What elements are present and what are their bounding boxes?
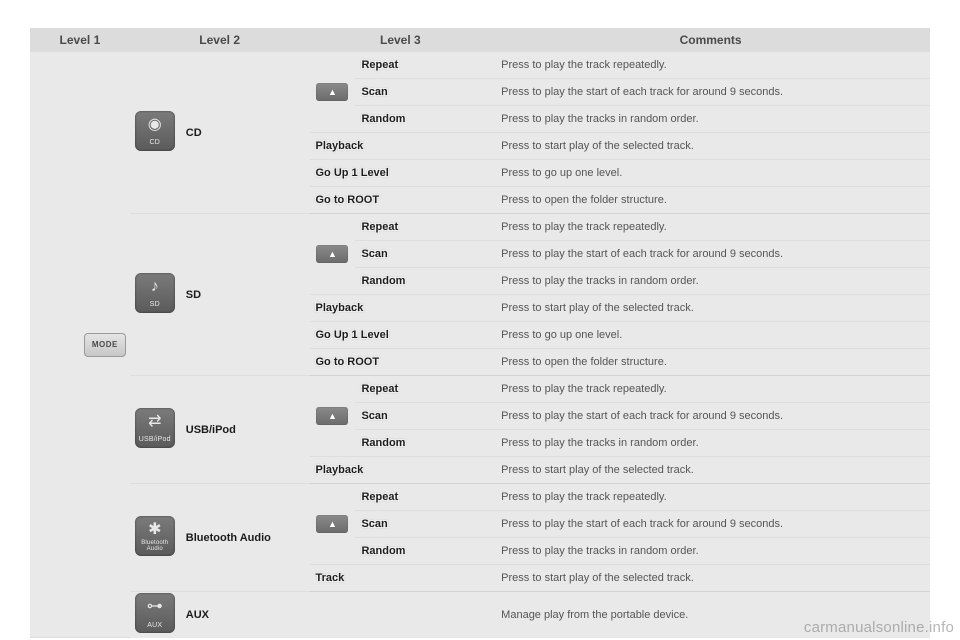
level3-label: Go Up 1 Level <box>310 322 492 349</box>
comment-cell: Press to play the start of each track fo… <box>491 511 930 538</box>
table-header-row: Level 1 Level 2 Level 3 Comments <box>30 28 930 52</box>
level2-usb-label: USB/iPod <box>180 376 310 484</box>
level2-sd-icon-cell: ♪ SD <box>130 214 180 376</box>
menu-table: Level 1 Level 2 Level 3 Comments MODE ◉ … <box>30 28 930 638</box>
comment-cell: Press to play the tracks in random order… <box>491 268 930 295</box>
level3-label: Repeat <box>355 376 491 403</box>
level3-label: Repeat <box>355 484 491 511</box>
watermark-text: carmanualsonline.info <box>804 619 954 636</box>
level3-label: Scan <box>355 511 491 538</box>
level1-blank <box>30 52 80 638</box>
comment-cell: Press to play the track repeatedly. <box>491 376 930 403</box>
level3-label: Scan <box>355 79 491 106</box>
level3-label: Playback <box>310 295 492 322</box>
comment-cell: Press to start play of the selected trac… <box>491 295 930 322</box>
up-arrow-icon: ▲ <box>316 407 348 425</box>
comment-cell: Press to play the start of each track fo… <box>491 241 930 268</box>
comment-cell: Press to start play of the selected trac… <box>491 565 930 592</box>
level2-aux-icon-cell: ⊶ AUX <box>130 592 180 638</box>
comment-cell: Press to open the folder structure. <box>491 187 930 214</box>
comment-cell: Press to play the start of each track fo… <box>491 79 930 106</box>
level3-label: Random <box>355 106 491 133</box>
level3-label: Go to ROOT <box>310 349 492 376</box>
comment-cell: Press to play the track repeatedly. <box>491 52 930 79</box>
level3-label: Scan <box>355 403 491 430</box>
level2-aux-label: AUX <box>180 592 310 638</box>
level3-label: Repeat <box>355 214 491 241</box>
level2-cd-label: CD <box>180 52 310 214</box>
comment-cell: Press to open the folder structure. <box>491 349 930 376</box>
comment-cell: Press to start play of the selected trac… <box>491 133 930 160</box>
level3-label: Scan <box>355 241 491 268</box>
comment-cell: Press to play the tracks in random order… <box>491 538 930 565</box>
table-row: MODE ◉ CD CD ▲ Repeat Press to play the … <box>30 52 930 79</box>
level3-label: Random <box>355 430 491 457</box>
up-arrow-icon: ▲ <box>316 245 348 263</box>
header-level3: Level 3 <box>310 28 492 52</box>
usb-ipod-icon: ⇄ USB/iPod <box>135 408 175 448</box>
comment-cell: Press to play the track repeatedly. <box>491 484 930 511</box>
comment-cell: Press to play the track repeatedly. <box>491 214 930 241</box>
comment-cell: Press to go up one level. <box>491 160 930 187</box>
sd-icon: ♪ SD <box>135 273 175 313</box>
level2-usb-icon-cell: ⇄ USB/iPod <box>130 376 180 484</box>
header-level2: Level 2 <box>130 28 310 52</box>
level3-usb-arrow-cell: ▲ <box>310 376 356 457</box>
up-arrow-icon: ▲ <box>316 83 348 101</box>
bluetooth-audio-icon: ✱ Bluetooth Audio <box>135 516 175 556</box>
level3-label: Playback <box>310 133 492 160</box>
level3-label: Repeat <box>355 52 491 79</box>
level3-cd-arrow-cell: ▲ <box>310 52 356 133</box>
level2-cd-icon-cell: ◉ CD <box>130 52 180 214</box>
comment-cell: Press to play the tracks in random order… <box>491 430 930 457</box>
comment-cell: Press to play the start of each track fo… <box>491 403 930 430</box>
table-row: ⇄ USB/iPod USB/iPod ▲ Repeat Press to pl… <box>30 376 930 403</box>
comment-cell: Press to play the tracks in random order… <box>491 106 930 133</box>
table-row: ✱ Bluetooth Audio Bluetooth Audio ▲ Repe… <box>30 484 930 511</box>
mode-button-icon: MODE <box>84 333 126 357</box>
level3-label: Go Up 1 Level <box>310 160 492 187</box>
level3-label: Random <box>355 538 491 565</box>
level1-mode-cell: MODE <box>80 52 130 638</box>
level2-sd-label: SD <box>180 214 310 376</box>
level3-label: Go to ROOT <box>310 187 492 214</box>
level3-label: Track <box>310 565 492 592</box>
level3-sd-arrow-cell: ▲ <box>310 214 356 295</box>
level3-label: Random <box>355 268 491 295</box>
header-level1: Level 1 <box>30 28 130 52</box>
table-row: ⊶ AUX AUX Manage play from the portable … <box>30 592 930 638</box>
level2-bt-icon-cell: ✱ Bluetooth Audio <box>130 484 180 592</box>
level3-aux-empty <box>310 592 492 638</box>
level3-bt-arrow-cell: ▲ <box>310 484 356 565</box>
aux-icon: ⊶ AUX <box>135 593 175 633</box>
header-comments: Comments <box>491 28 930 52</box>
up-arrow-icon: ▲ <box>316 515 348 533</box>
comment-cell: Press to go up one level. <box>491 322 930 349</box>
cd-icon: ◉ CD <box>135 111 175 151</box>
table-row: ♪ SD SD ▲ Repeat Press to play the track… <box>30 214 930 241</box>
comment-cell: Press to start play of the selected trac… <box>491 457 930 484</box>
level2-bt-label: Bluetooth Audio <box>180 484 310 592</box>
level3-label: Playback <box>310 457 492 484</box>
